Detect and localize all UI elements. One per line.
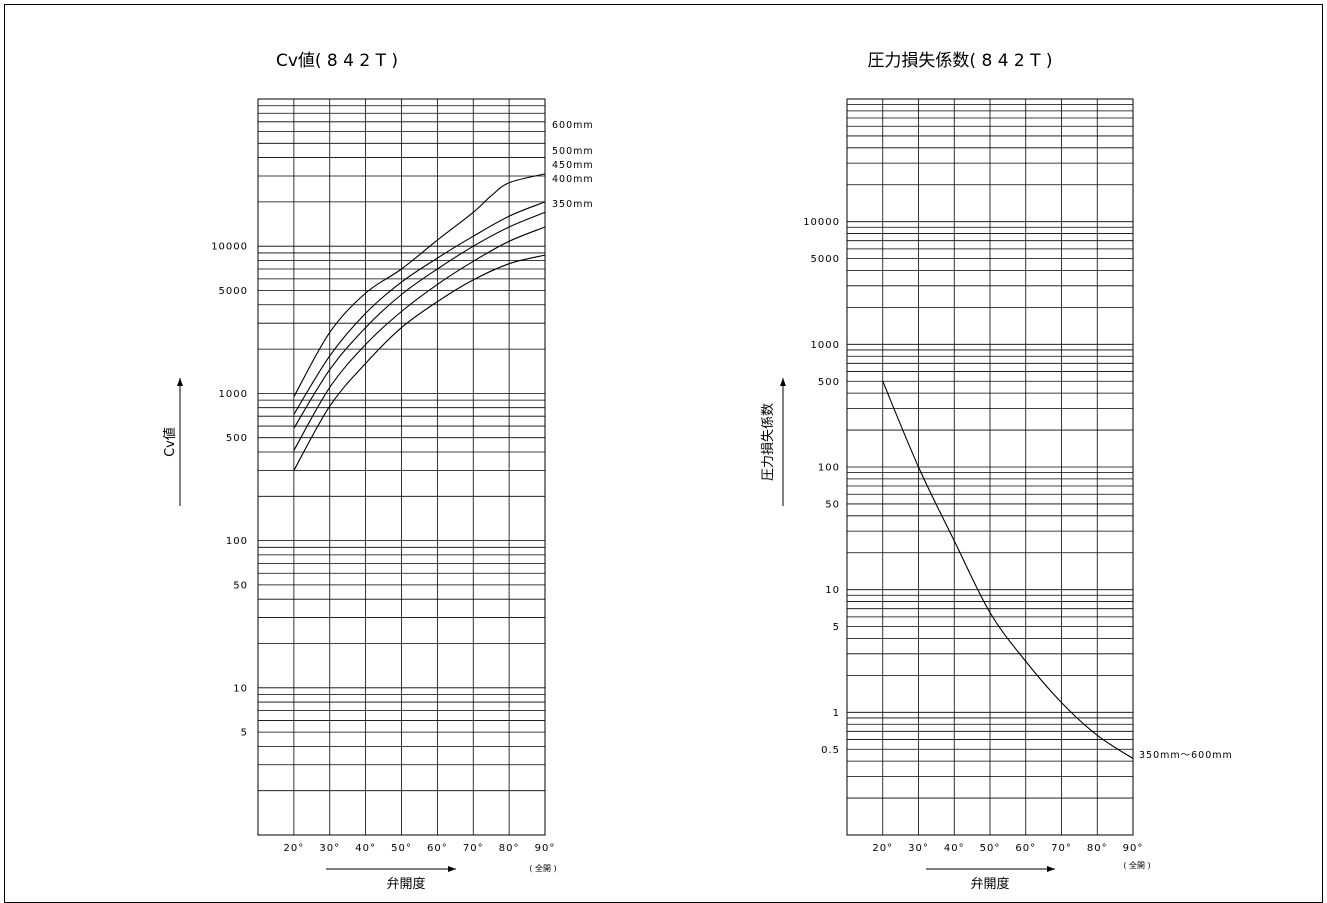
- y-tick-label: 500: [226, 433, 248, 444]
- y-tick-label: 500: [818, 377, 840, 388]
- x-axis-label-loss: 弁開度: [970, 876, 1009, 892]
- series-label: 500mm: [552, 146, 594, 157]
- series-line: [293, 201, 546, 415]
- y-axis-arrowhead-loss: [780, 378, 786, 386]
- x-axis-arrowhead-cv: [448, 866, 456, 872]
- x-tick-label: 20°: [284, 843, 305, 854]
- series-line: [293, 211, 546, 429]
- x-tick-label: 90°: [535, 843, 556, 854]
- x-axis-label-cv: 弁開度: [386, 876, 425, 892]
- y-tick-label: 100: [226, 536, 248, 547]
- y-tick-label: 10: [233, 683, 248, 694]
- x-tick-label: 70°: [1051, 843, 1072, 854]
- x-tick-label: 40°: [944, 843, 965, 854]
- y-axis-label-cv: Cv値: [162, 427, 178, 457]
- y-tick-label: 1: [833, 708, 840, 719]
- y-tick-label: 50: [233, 580, 248, 591]
- y-tick-label: 100: [818, 463, 840, 474]
- x-tick-label: 60°: [1015, 843, 1036, 854]
- x-tick-label: 60°: [427, 843, 448, 854]
- series-line: [293, 254, 546, 471]
- chart-title-loss: 圧力損失係数( 8 4 2 T ): [867, 51, 1052, 71]
- y-tick-label: 5: [241, 728, 248, 739]
- y-tick-label: 1000: [219, 389, 248, 400]
- y-tick-label: 10: [825, 585, 840, 596]
- y-tick-label: 50: [825, 499, 840, 510]
- series-label: 400mm: [552, 174, 594, 185]
- x-tick-label: 70°: [463, 843, 484, 854]
- y-tick-label: 5: [833, 622, 840, 633]
- y-tick-label: 0.5: [821, 745, 840, 756]
- y-tick-label: 10000: [803, 217, 840, 228]
- x-axis-arrowhead-loss: [1047, 866, 1055, 872]
- x-tick-label: 50°: [980, 843, 1001, 854]
- x-tick-label: 90°: [1123, 843, 1144, 854]
- series-label: 600mm: [552, 120, 594, 131]
- x-tick-label: 20°: [872, 843, 893, 854]
- y-tick-label: 5000: [219, 286, 248, 297]
- series-label: 450mm: [552, 160, 594, 171]
- y-tick-label: 1000: [811, 340, 840, 351]
- x-tick-label: 80°: [499, 843, 520, 854]
- series-label: 350mm: [552, 199, 594, 210]
- series-line: [293, 226, 546, 451]
- y-tick-label: 5000: [811, 254, 840, 265]
- x-axis-note-cv: ( 全開 ): [529, 863, 556, 873]
- y-axis-arrowhead-cv: [177, 378, 183, 386]
- x-tick-label: 50°: [391, 843, 412, 854]
- x-tick-label: 30°: [319, 843, 340, 854]
- x-tick-label: 80°: [1087, 843, 1108, 854]
- y-tick-label: 10000: [211, 242, 248, 253]
- y-axis-label-loss: 圧力損失係数: [761, 403, 776, 481]
- series-label: 350mm～600mm: [1139, 750, 1233, 761]
- x-tick-label: 30°: [908, 843, 929, 854]
- cv-chart: 20° 30° 40° 50° 60° 70° 80° 90° 10000 5000 1000 500…: [211, 98, 594, 854]
- x-tick-label: 40°: [355, 843, 376, 854]
- x-axis-note-loss: ( 全開 ): [1123, 860, 1150, 870]
- loss-chart: 20° 30° 40° 50° 60° 70° 80° 90°1000050001000500…: [803, 98, 1233, 854]
- series-line: [293, 173, 546, 397]
- series-line: [882, 381, 1134, 759]
- chart-title-cv: Cv値( 8 4 2 T ): [276, 51, 398, 71]
